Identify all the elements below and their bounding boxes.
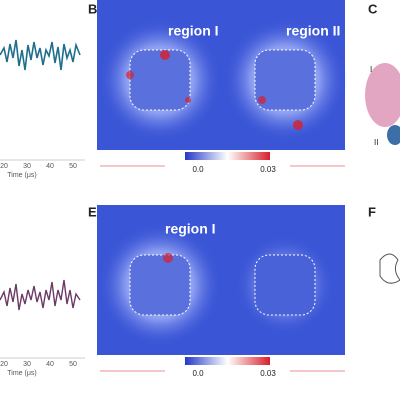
colorbar-min: 0.0 [192, 369, 204, 378]
tick-label: 20 [0, 163, 8, 170]
map-e: region I 0.0 0.03 [97, 205, 345, 378]
tick-label: 40 [46, 163, 54, 170]
panel-label: F [368, 204, 376, 219]
colorbar-max: 0.03 [260, 165, 276, 174]
panel-label: E [88, 204, 97, 219]
trace-top: 20 30 40 50 Time (μs) [0, 39, 85, 179]
structure-f [379, 253, 400, 284]
region-label: region II [286, 23, 340, 39]
site-label: II [374, 138, 378, 147]
tick-label: 30 [23, 361, 31, 368]
trace-bottom: 20 30 40 50 Time (μs) [0, 279, 85, 377]
tick-label: 40 [46, 361, 54, 368]
tick-label: 20 [0, 361, 8, 368]
site-label: I [370, 65, 372, 74]
tick-label: 30 [23, 163, 31, 170]
structure-c: I II [365, 63, 400, 147]
x-label: Time (μs) [7, 172, 36, 179]
colorbar-min: 0.0 [192, 165, 204, 174]
colorbar-max: 0.03 [260, 369, 276, 378]
tick-label: 50 [69, 163, 77, 170]
x-label: Time (μs) [7, 370, 36, 377]
map-b: region I region II 0.0 0.03 [97, 0, 347, 174]
panel-label: C [368, 1, 378, 16]
tick-label: 50 [69, 361, 77, 368]
panel-label: B [88, 1, 97, 16]
region-label: region I [165, 221, 216, 237]
region-label: region I [168, 23, 219, 39]
